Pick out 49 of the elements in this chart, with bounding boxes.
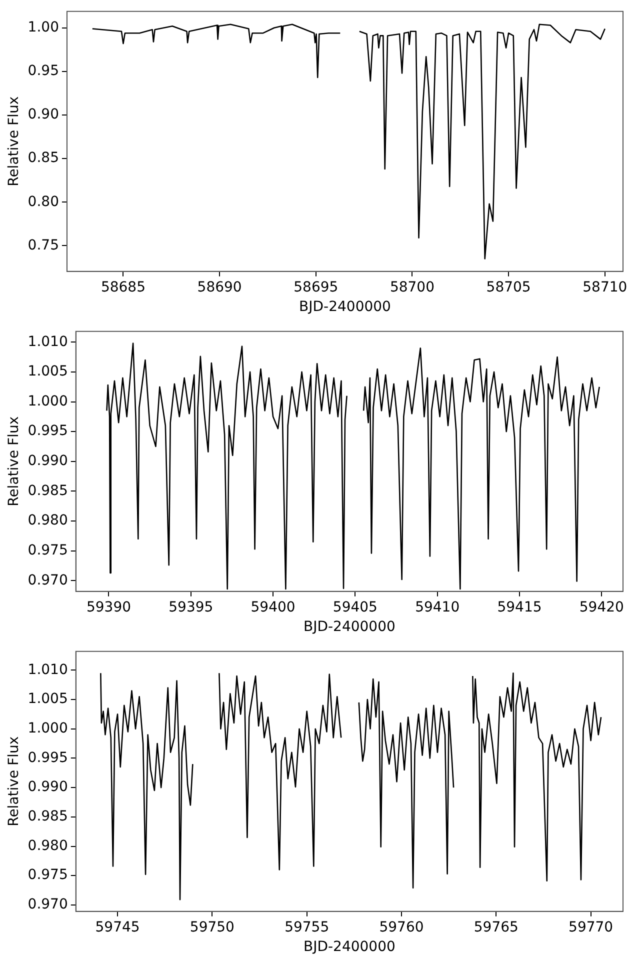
x-tick-label: 59770	[568, 919, 614, 936]
y-axis-title: Relative Flux	[6, 96, 22, 186]
y-tick-label: 0.975	[28, 867, 68, 884]
y-tick-label: 0.85	[28, 150, 59, 166]
y-tick-label: 1.000	[28, 720, 68, 737]
x-axis-title: BJD-2400000	[299, 299, 391, 316]
x-tick-label: 59745	[95, 919, 140, 936]
y-tick-label: 1.005	[28, 691, 68, 708]
x-tick-label: 59755	[284, 919, 330, 936]
y-tick-label: 0.80	[28, 194, 59, 210]
y-tick-label: 1.005	[28, 364, 68, 380]
y-tick-label: 1.00	[28, 20, 59, 36]
x-tick-label: 59760	[379, 919, 424, 936]
x-tick-label: 59410	[415, 599, 460, 616]
y-axis-title: Relative Flux	[6, 416, 22, 506]
y-tick-label: 1.010	[28, 662, 68, 678]
y-tick-label: 1.000	[28, 393, 68, 410]
x-tick-label: 59400	[250, 599, 296, 616]
y-tick-label: 0.990	[28, 779, 68, 796]
x-tick-label: 59750	[190, 919, 234, 936]
y-tick-label: 0.980	[28, 512, 68, 529]
x-axis-title: BJD-2400000	[303, 619, 396, 636]
y-tick-label: 0.90	[28, 106, 59, 123]
x-tick-label: 58685	[100, 279, 146, 296]
x-tick-label: 58695	[294, 279, 338, 296]
y-tick-label: 0.995	[28, 423, 68, 440]
y-tick-label: 0.985	[28, 808, 68, 825]
x-tick-label: 59420	[579, 599, 624, 616]
x-tick-label: 59765	[474, 919, 518, 936]
x-tick-label: 59395	[168, 599, 214, 616]
y-tick-label: 0.995	[28, 750, 68, 766]
x-tick-label: 58690	[197, 279, 242, 296]
y-tick-label: 0.985	[28, 482, 68, 499]
y-tick-label: 0.75	[28, 237, 59, 254]
y-tick-label: 0.980	[28, 838, 68, 854]
y-axis-title: Relative Flux	[6, 736, 22, 826]
x-tick-label: 58710	[582, 279, 628, 296]
y-tick-label: 1.010	[28, 334, 68, 350]
x-tick-label: 58700	[390, 279, 434, 296]
y-tick-label: 0.970	[28, 572, 68, 588]
x-tick-label: 59405	[332, 599, 378, 616]
y-tick-label: 0.975	[28, 542, 68, 558]
y-tick-label: 0.970	[28, 896, 68, 913]
x-tick-label: 59390	[86, 599, 132, 616]
x-axis-title: BJD-2400000	[303, 939, 396, 956]
y-tick-label: 0.95	[28, 63, 59, 80]
x-tick-label: 58705	[486, 279, 531, 296]
x-tick-label: 59415	[497, 599, 542, 616]
y-tick-label: 0.990	[28, 453, 68, 470]
